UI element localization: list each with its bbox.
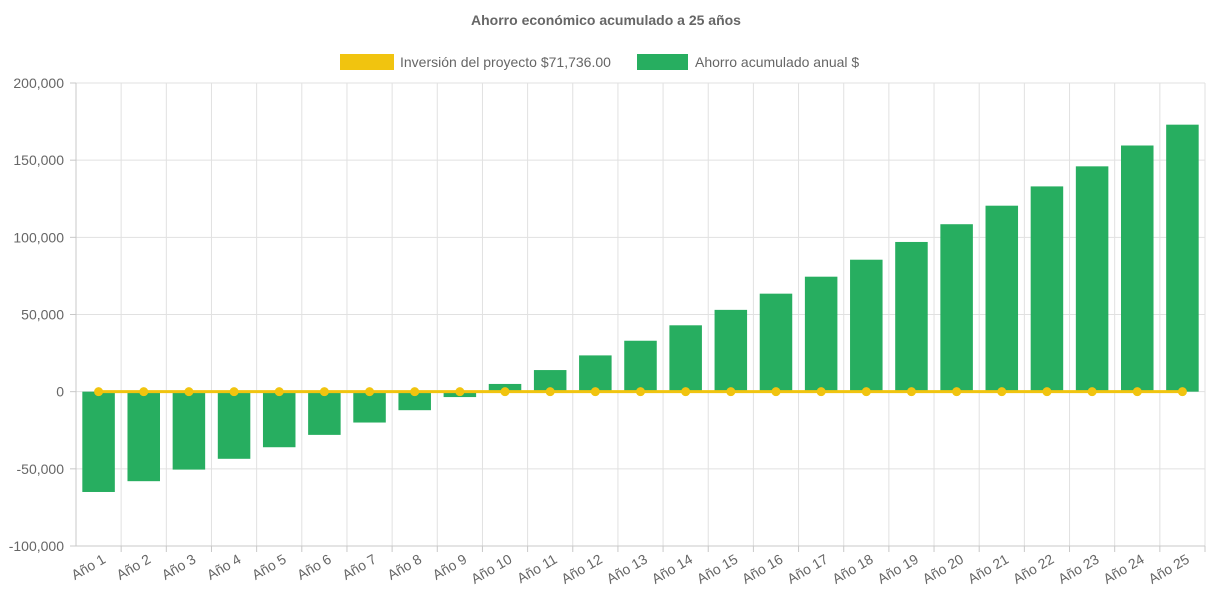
bar-16[interactable] <box>759 293 793 392</box>
investment-point-8[interactable] <box>410 387 420 397</box>
bar-25[interactable] <box>1166 124 1199 392</box>
y-tick-label: -50,000 <box>17 461 65 477</box>
x-tick-label: Año 8 <box>385 551 425 583</box>
legend: Inversión del proyecto $71,736.00 Ahorro… <box>340 54 859 70</box>
x-tick-label: Año 15 <box>694 551 741 587</box>
bar-7[interactable] <box>353 391 386 423</box>
x-tick-label: Año 21 <box>965 551 1012 587</box>
x-tick-label: Año 12 <box>558 551 605 587</box>
bar-5[interactable] <box>262 391 296 448</box>
investment-point-24[interactable] <box>1132 387 1142 397</box>
x-tick-label: Año 9 <box>430 551 470 583</box>
investment-point-23[interactable] <box>1087 387 1097 397</box>
x-tick-label: Año 14 <box>649 551 696 587</box>
bar-15[interactable] <box>714 309 748 392</box>
investment-point-19[interactable] <box>906 387 916 397</box>
y-axis: 200,000 150,000 100,000 50,000 0 -50,000 -100,… <box>9 75 77 554</box>
x-tick-label: Año 4 <box>204 551 244 583</box>
investment-point-6[interactable] <box>319 387 329 397</box>
bar-11[interactable] <box>533 370 567 392</box>
investment-point-9[interactable] <box>455 387 465 397</box>
investment-point-17[interactable] <box>816 387 826 397</box>
x-tick-label: Año 20 <box>920 551 967 587</box>
bar-17[interactable] <box>804 276 838 392</box>
x-tick-label: Año 1 <box>68 551 108 583</box>
x-tick-label: Año 3 <box>159 551 199 583</box>
x-tick-label: Año 13 <box>604 551 651 587</box>
x-tick-label: Año 5 <box>249 551 289 583</box>
y-tick-label: 0 <box>56 384 64 400</box>
x-tick-label: Año 24 <box>1100 551 1147 587</box>
investment-point-2[interactable] <box>139 387 149 397</box>
y-tick-label: 100,000 <box>13 229 64 245</box>
investment-point-3[interactable] <box>184 387 194 397</box>
investment-point-13[interactable] <box>636 387 645 397</box>
bar-1[interactable] <box>82 391 115 492</box>
investment-point-1[interactable] <box>94 387 104 397</box>
x-axis: Año 1 Año 2 Año 3 Año 4 Año 5 Año 6 Año 7 Año 8… <box>68 545 1206 587</box>
investment-point-14[interactable] <box>681 387 691 397</box>
chart-title: Ahorro económico acumulado a 25 años <box>471 12 741 28</box>
investment-point-11[interactable] <box>545 387 555 397</box>
legend-item-savings[interactable]: Ahorro acumulado anual $ <box>637 54 859 70</box>
x-tick-label: Año 19 <box>875 551 922 587</box>
bar-19[interactable] <box>895 241 928 392</box>
y-tick-label: 200,000 <box>13 75 64 91</box>
investment-point-12[interactable] <box>590 387 600 397</box>
bar-13[interactable] <box>624 340 657 392</box>
bar-20[interactable] <box>940 224 973 392</box>
x-tick-label: Año 6 <box>294 551 334 583</box>
x-tick-label: Año 17 <box>784 551 831 587</box>
legend-item-investment[interactable]: Inversión del proyecto $71,736.00 <box>340 54 611 70</box>
line-layer <box>94 387 1187 397</box>
x-tick-label: Año 7 <box>339 551 379 583</box>
investment-point-10[interactable] <box>500 387 510 397</box>
bars-layer <box>82 124 1199 492</box>
legend-swatch-investment <box>340 54 394 70</box>
bar-2[interactable] <box>127 391 160 482</box>
legend-label-investment: Inversión del proyecto $71,736.00 <box>400 54 611 70</box>
investment-point-16[interactable] <box>771 387 781 397</box>
bar-22[interactable] <box>1030 186 1064 392</box>
x-tick-label: Año 23 <box>1055 551 1102 587</box>
legend-swatch-savings <box>637 54 688 70</box>
investment-point-15[interactable] <box>726 387 736 397</box>
bar-6[interactable] <box>308 391 341 435</box>
y-tick-label: 50,000 <box>21 307 64 323</box>
investment-point-22[interactable] <box>1042 387 1052 397</box>
investment-point-7[interactable] <box>365 387 375 397</box>
bar-18[interactable] <box>850 259 883 392</box>
x-tick-label: Año 25 <box>1145 551 1192 587</box>
bar-4[interactable] <box>217 391 251 459</box>
y-tick-label: -100,000 <box>9 538 64 554</box>
x-tick-label: Año 10 <box>468 551 515 587</box>
bar-21[interactable] <box>985 205 1019 392</box>
investment-point-18[interactable] <box>861 387 871 397</box>
investment-point-5[interactable] <box>274 387 284 397</box>
x-tick-label: Año 18 <box>829 551 876 587</box>
legend-label-savings: Ahorro acumulado anual $ <box>695 54 859 70</box>
investment-point-25[interactable] <box>1177 387 1187 397</box>
x-tick-label: Año 11 <box>514 551 560 587</box>
bar-14[interactable] <box>669 325 702 392</box>
x-tick-label: Año 2 <box>114 551 154 583</box>
bar-23[interactable] <box>1075 166 1109 392</box>
grid <box>75 82 1206 547</box>
x-tick-label: Año 22 <box>1010 551 1057 587</box>
investment-point-21[interactable] <box>997 387 1007 397</box>
investment-point-20[interactable] <box>952 387 962 397</box>
bar-24[interactable] <box>1121 145 1154 392</box>
bar-3[interactable] <box>172 391 206 470</box>
investment-point-4[interactable] <box>229 387 239 397</box>
x-tick-label: Año 16 <box>739 551 786 587</box>
y-tick-label: 150,000 <box>13 152 64 168</box>
bar-8[interactable] <box>398 391 431 411</box>
bar-12[interactable] <box>579 355 612 392</box>
